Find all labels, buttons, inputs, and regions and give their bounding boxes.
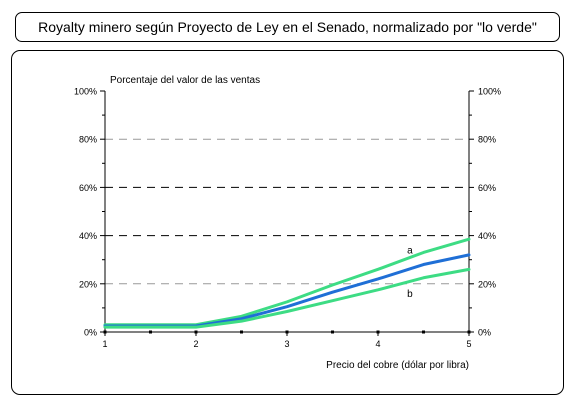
x-axis-label: Precio del cobre (dólar por libra) bbox=[326, 360, 469, 371]
series-line-2 bbox=[103, 267, 471, 329]
chart-frame bbox=[11, 50, 564, 395]
series-label-b: b bbox=[407, 289, 413, 300]
axes bbox=[100, 90, 474, 336]
y-tick-label-right: 80% bbox=[478, 135, 496, 145]
x-tick-dot bbox=[103, 330, 107, 334]
y-tick-label-left: 80% bbox=[79, 135, 97, 145]
x-tick-dot bbox=[285, 330, 289, 334]
y-tick-label-left: 100% bbox=[74, 87, 97, 97]
tick-labels: 0% 0% 20% 20% 40% 40% 60% 60% 80% 80% 100% 100% 1 2 3 4… bbox=[74, 87, 501, 350]
x-tick-label: 3 bbox=[284, 339, 289, 349]
grid-lines bbox=[105, 138, 469, 285]
y-tick-label-left: 20% bbox=[79, 279, 97, 289]
y-tick-label-left: 0% bbox=[84, 328, 97, 338]
y-axis-label: Porcentaje del valor de las ventas bbox=[110, 75, 260, 86]
x-tick-dot bbox=[331, 330, 334, 334]
x-tick-dot bbox=[149, 330, 152, 334]
x-tick-label: 2 bbox=[193, 339, 198, 349]
y-tick-label-right: 100% bbox=[478, 87, 501, 97]
x-tick-dot bbox=[194, 330, 198, 334]
chart-title: Royalty minero según Proyecto de Ley en … bbox=[15, 12, 560, 42]
x-tick-dot bbox=[422, 330, 425, 334]
x-tick-dot bbox=[240, 330, 243, 334]
series-line-1 bbox=[103, 253, 471, 328]
x-tick-label: 1 bbox=[102, 339, 107, 349]
y-tick-label-left: 60% bbox=[79, 183, 97, 193]
y-tick-label-right: 40% bbox=[478, 231, 496, 241]
x-tick-label: 4 bbox=[375, 339, 380, 349]
y-tick-label-right: 20% bbox=[478, 279, 496, 289]
x-tick-dot bbox=[467, 330, 471, 334]
series-label-a: a bbox=[407, 246, 413, 257]
y-tick-label-right: 60% bbox=[478, 183, 496, 193]
x-tick-dot bbox=[376, 330, 380, 334]
x-tick-label: 5 bbox=[466, 339, 471, 349]
y-tick-label-left: 40% bbox=[79, 231, 97, 241]
y-tick-label-right: 0% bbox=[478, 328, 491, 338]
series-lines bbox=[103, 237, 471, 329]
